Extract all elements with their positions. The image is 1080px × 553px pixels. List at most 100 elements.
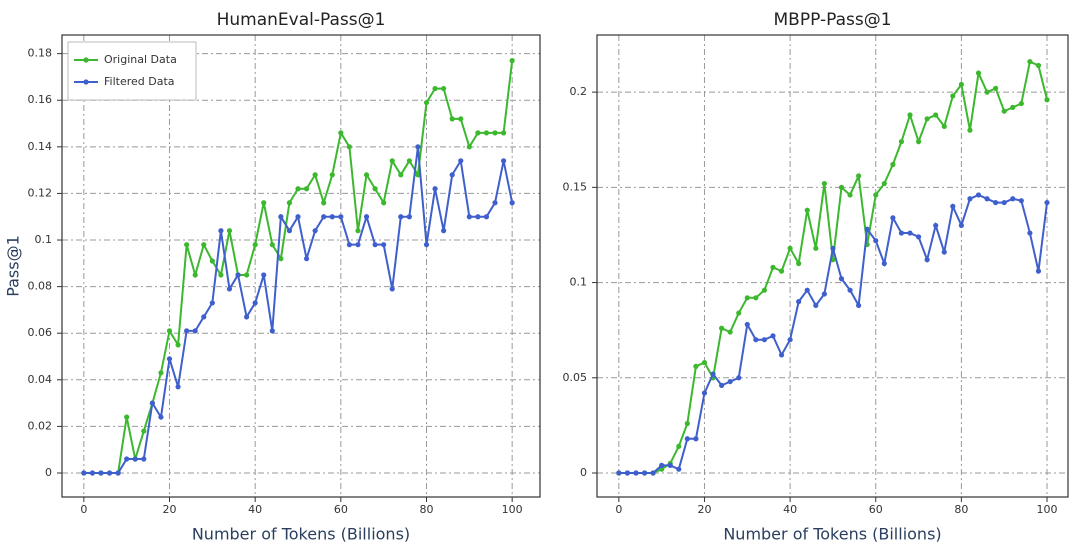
data-point [958,222,964,229]
data-point [873,192,879,198]
data-point [770,264,776,270]
data-point [950,203,956,209]
data-point [727,329,733,335]
data-point [804,287,810,293]
data-point [967,196,973,202]
data-point [278,214,284,220]
data-point [710,371,716,377]
data-point [466,144,472,150]
data-point [252,242,258,248]
data-point [141,428,147,434]
data-point [761,287,768,293]
data-point [616,470,622,476]
data-point [115,470,121,476]
plot-frame [596,34,1069,498]
data-point [389,286,395,292]
data-point [381,200,387,206]
plot-area [597,35,1068,497]
plot-area [62,35,540,497]
data-point [415,172,421,178]
x-tick-label: 60 [869,503,883,516]
data-point [736,310,742,316]
data-point [924,116,930,122]
data-point [406,158,412,164]
data-point [226,286,233,292]
data-point [372,186,378,192]
data-point [483,130,490,136]
data-point [984,89,990,95]
data-point [693,363,699,369]
data-point [796,299,802,305]
data-point [701,359,708,366]
data-point [261,200,267,206]
data-point [81,470,87,476]
data-point [312,172,318,178]
data-point [907,112,913,118]
data-point [890,161,896,168]
data-point [295,214,301,220]
data-point [389,158,395,164]
data-point [856,302,862,309]
data-point [363,172,370,178]
y-tick-label: 0.02 [28,419,53,432]
data-point [821,180,827,187]
data-point [226,228,233,234]
data-point [235,272,241,278]
data-point [856,173,862,179]
data-point [796,260,802,267]
data-point [813,245,819,251]
data-point [813,302,819,309]
data-point [500,158,507,164]
data-point [303,256,310,262]
data-point [286,228,293,234]
data-point [659,466,665,472]
data-point [907,230,913,236]
x-tick-label: 20 [163,503,177,516]
data-point [838,184,845,190]
data-point [261,272,267,278]
data-point [346,144,352,150]
data-point [158,414,164,420]
x-tick-label: 0 [615,503,622,516]
data-point [847,287,853,293]
y-tick-label: 0.1 [570,276,588,289]
data-point [719,382,725,389]
data-point [941,123,947,130]
data-point [166,356,173,362]
data-point [175,384,181,390]
data-point [381,242,387,248]
data-point [398,214,404,220]
data-point [933,222,939,229]
data-point [804,207,810,213]
data-point [321,214,327,220]
data-point [898,230,905,236]
data-point [701,390,708,396]
data-point [1044,97,1050,103]
data-point [509,200,515,206]
data-point [124,414,130,420]
data-point [1001,199,1007,206]
data-point [744,321,750,328]
data-point [269,242,275,248]
data-point [787,337,793,343]
y-axis-label: Pass@1 [4,235,23,297]
data-point [192,328,198,334]
data-point [406,214,412,220]
data-point [355,242,361,248]
data-point [372,242,378,248]
chart-title: HumanEval-Pass@1 [217,10,386,30]
data-point [278,256,284,262]
data-point [838,276,845,282]
x-tick-label: 40 [783,503,797,516]
y-tick-label: 0 [45,466,52,479]
legend-marker [83,79,89,85]
data-point [269,328,275,334]
data-point [149,400,155,406]
data-point [329,214,335,220]
data-point [321,200,327,206]
data-point [184,242,190,248]
x-tick-label: 100 [1037,503,1058,516]
data-point [778,352,785,358]
data-point [466,214,472,220]
data-point [770,333,776,339]
